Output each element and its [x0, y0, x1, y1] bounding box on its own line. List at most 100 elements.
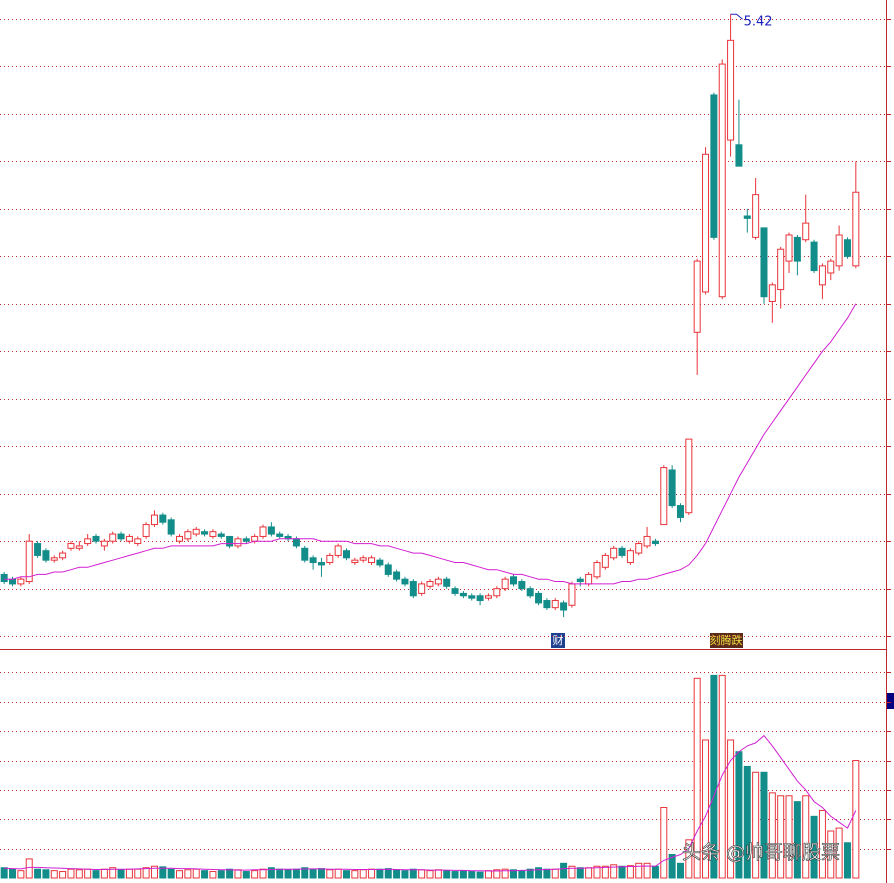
volume-bar: [443, 870, 451, 879]
volume-bar: [234, 869, 242, 879]
volume-bar: [593, 865, 601, 879]
high-pointer: [730, 13, 743, 20]
volume-bar: [727, 739, 735, 879]
candle-body: [568, 583, 576, 606]
volume-bar: [651, 865, 659, 879]
ma-line: [4, 734, 857, 872]
volume-bar: [334, 868, 342, 879]
candle-body: [535, 592, 543, 604]
candle-body: [418, 583, 426, 594]
volume-bar: [718, 674, 726, 879]
candle-body: [777, 248, 785, 291]
volume-bar: [9, 868, 17, 879]
volume-bar: [810, 815, 818, 879]
volume-bar: [217, 870, 225, 879]
candle-body: [192, 528, 200, 535]
volume-bar: [150, 865, 158, 879]
candle-body: [109, 533, 117, 542]
volume-bar: [184, 869, 192, 879]
volume-bar: [176, 870, 184, 879]
candle-body: [601, 554, 609, 568]
volume-bar: [276, 868, 284, 879]
candle-body: [793, 236, 801, 262]
volume-bar: [752, 771, 760, 879]
candle-body: [184, 531, 192, 540]
candle-body: [526, 588, 534, 597]
volume-bar: [326, 869, 334, 879]
volume-bar: [843, 842, 851, 879]
volume-bar: [42, 869, 50, 879]
candle-body: [142, 524, 150, 537]
candle-body: [376, 559, 384, 566]
volume-bar: [768, 792, 776, 879]
volume-bar: [476, 871, 484, 879]
volume-bar: [84, 868, 92, 879]
volume-bar: [535, 867, 543, 879]
candle-body: [434, 578, 442, 585]
volume-bar: [618, 865, 626, 879]
candle-body: [217, 533, 225, 537]
candle-body: [459, 592, 467, 597]
watermark: 头条 @帅哥聊股票: [682, 842, 840, 864]
volume-bar: [693, 677, 701, 879]
candle-body: [150, 514, 158, 526]
candle-body: [167, 519, 175, 535]
candle-body: [702, 153, 710, 293]
candle-body: [251, 535, 259, 542]
volume-bar: [409, 868, 417, 879]
volume-bar: [100, 868, 108, 879]
candle-body: [368, 557, 376, 564]
volume-bar: [17, 870, 25, 879]
candle-body: [626, 550, 634, 564]
volume-bar: [201, 870, 209, 879]
candle-body: [593, 562, 601, 578]
candle-body: [0, 573, 8, 583]
candle-body: [610, 547, 618, 559]
candle-body: [493, 588, 501, 597]
candle-body: [176, 535, 184, 542]
candle-body: [560, 602, 568, 611]
candle-body: [668, 469, 676, 507]
volume-bar: [59, 871, 67, 879]
ma-line: [4, 303, 857, 585]
volume-bar: [317, 868, 325, 879]
volume-bar: [852, 760, 860, 879]
candle-body: [326, 554, 334, 564]
volume-bar: [576, 867, 584, 879]
candle-body: [476, 595, 484, 602]
candle-body: [384, 564, 392, 575]
axis-marker: [887, 693, 894, 709]
candle-body: [718, 63, 726, 298]
candle-body: [752, 194, 760, 238]
candle-body: [34, 543, 42, 556]
volume-bar: [484, 870, 492, 879]
candle-body: [317, 562, 325, 566]
candle-body: [802, 222, 810, 241]
candle-body: [509, 576, 517, 585]
volume-bar: [468, 871, 476, 879]
volume-bar: [351, 870, 359, 879]
candle-body: [501, 578, 509, 590]
candle-body: [351, 559, 359, 564]
candle-body: [359, 557, 367, 561]
candle-body: [67, 543, 75, 549]
volume-bar: [209, 871, 217, 879]
high-label: 5.42: [744, 15, 773, 30]
candle-body: [276, 533, 284, 537]
candle-body: [292, 538, 300, 547]
candle-body: [393, 571, 401, 580]
volume-bar: [242, 871, 250, 879]
candle-body: [334, 545, 342, 556]
volume-bar: [125, 868, 133, 879]
volume-bar: [117, 869, 125, 879]
candle-body: [409, 581, 417, 597]
candle-body: [835, 234, 843, 267]
volume-bar: [368, 868, 376, 879]
volume-bar: [359, 869, 367, 879]
candle-body: [209, 531, 217, 537]
volume-bar: [159, 866, 167, 879]
volume-bar: [451, 871, 459, 879]
candle-body: [693, 260, 701, 333]
candle-body: [852, 191, 860, 267]
